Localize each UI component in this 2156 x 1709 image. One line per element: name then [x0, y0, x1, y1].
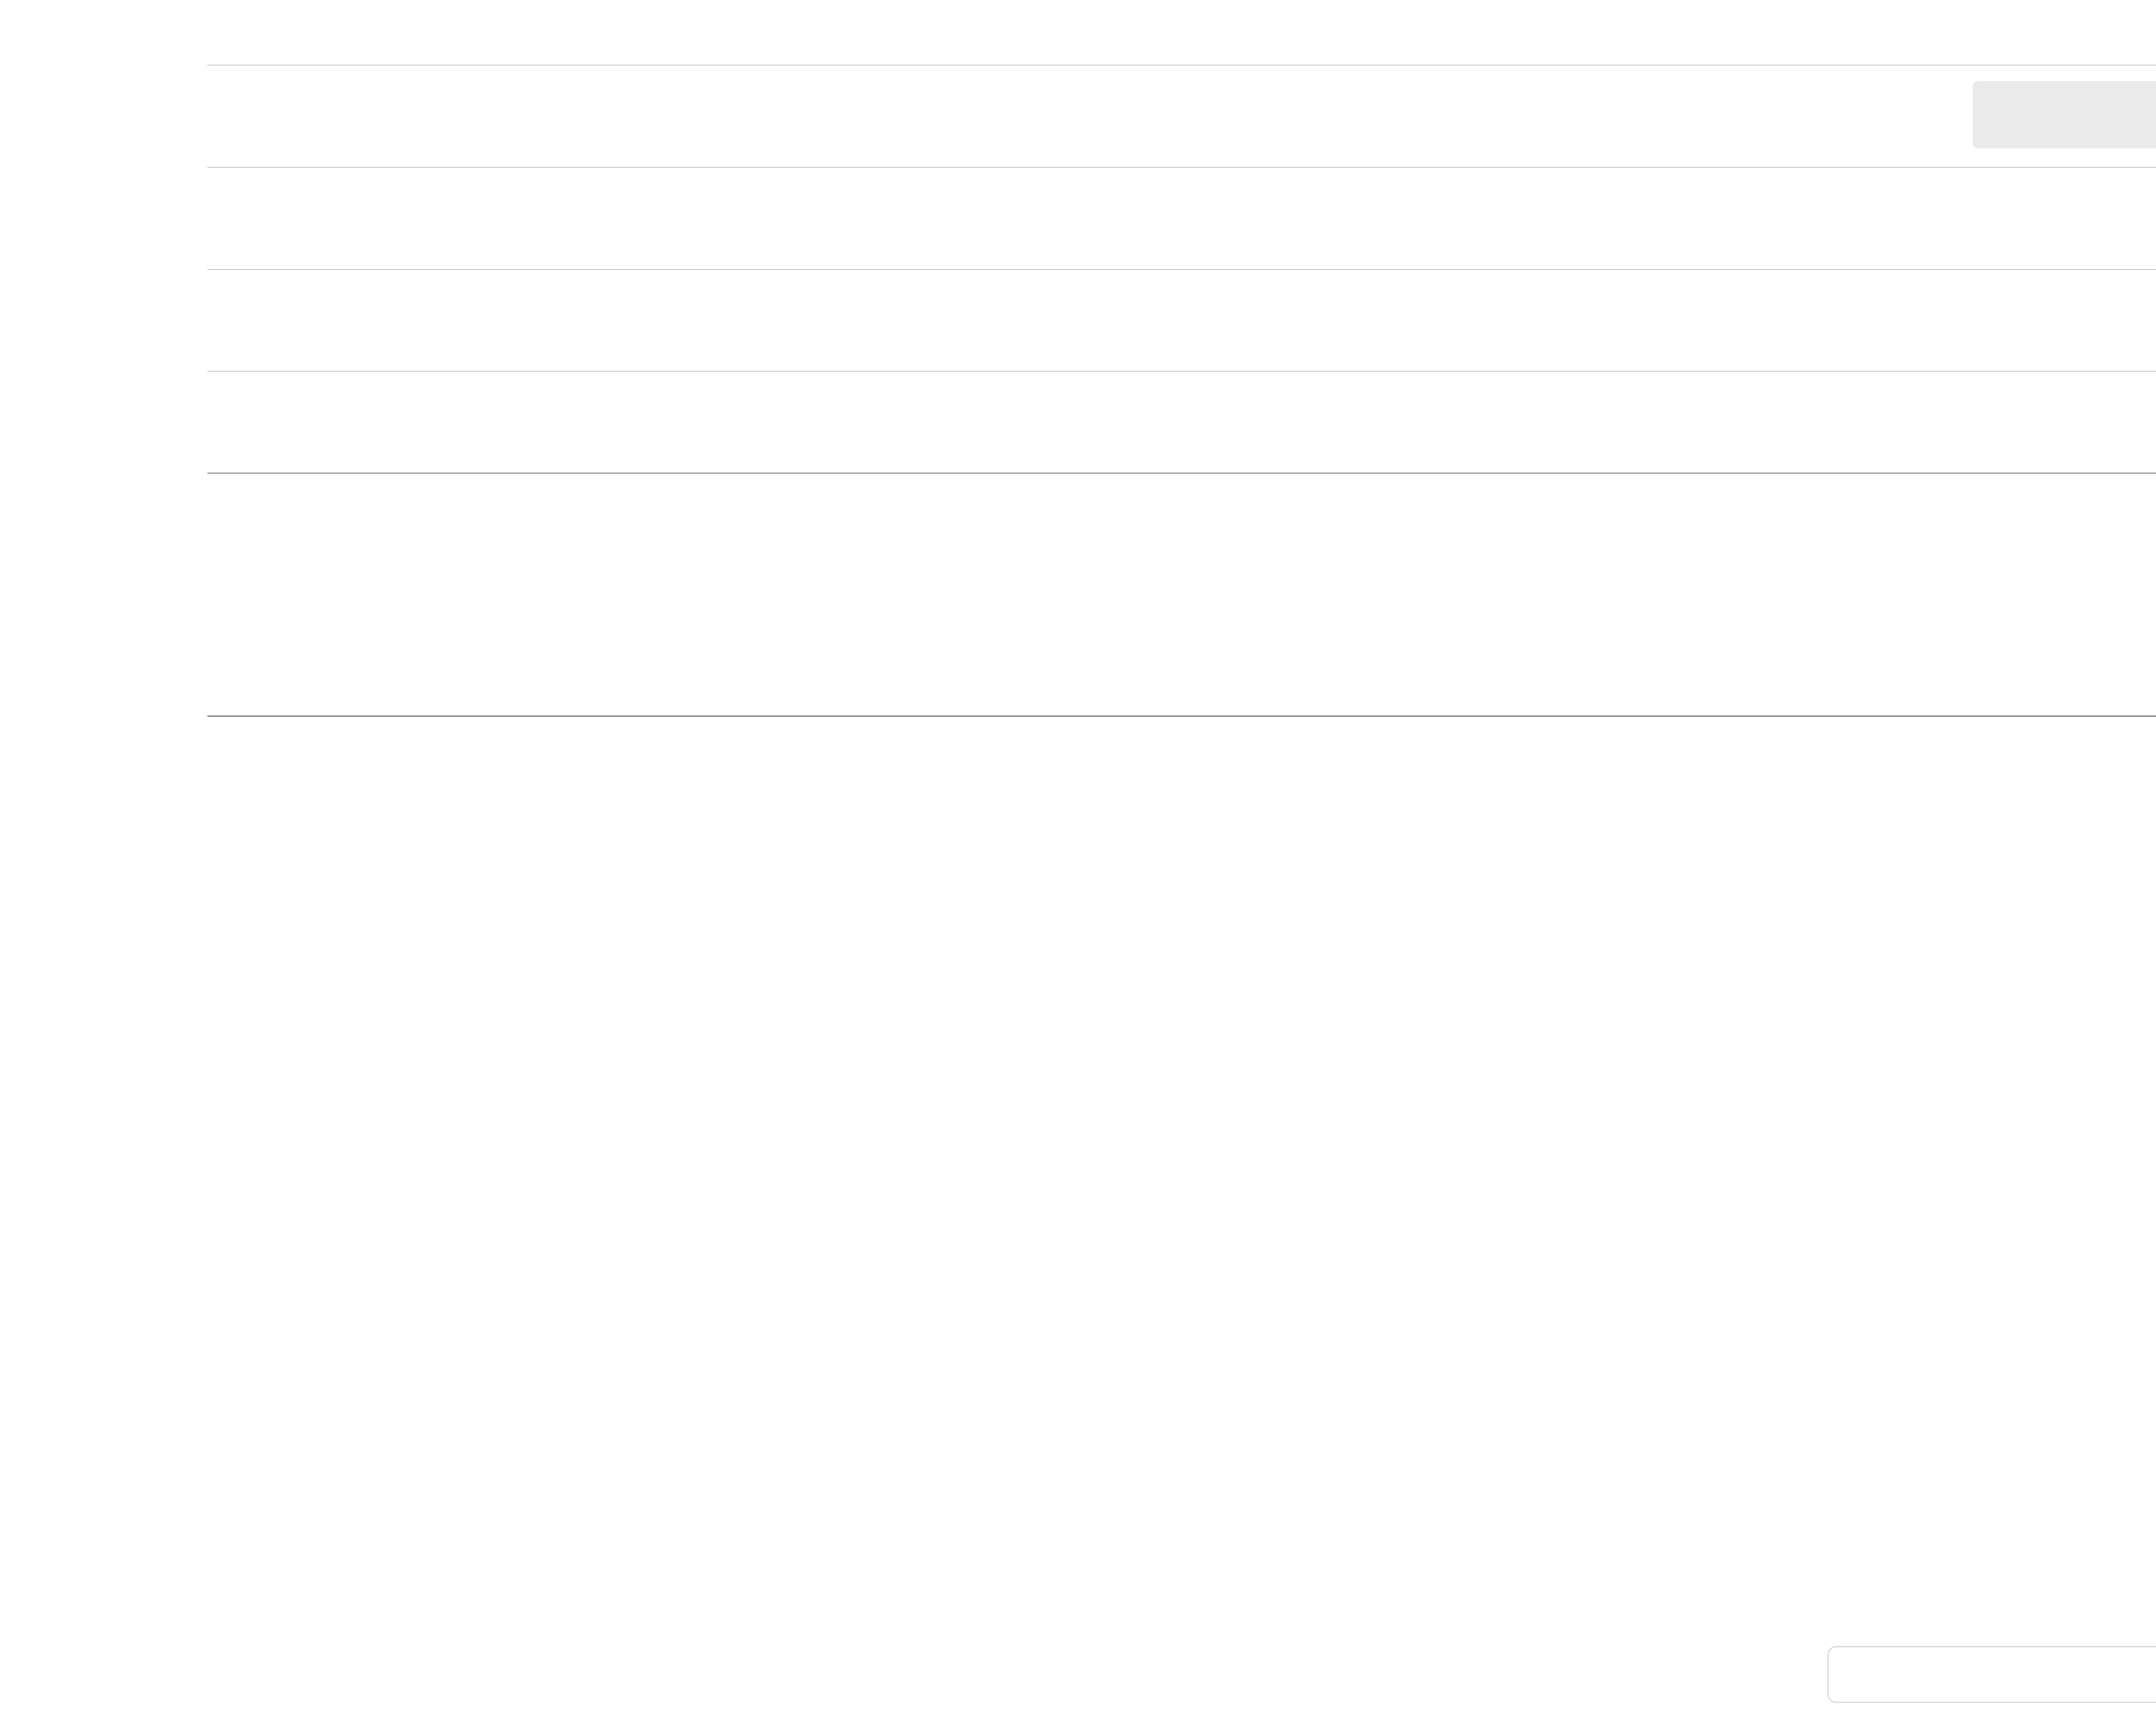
intergenic-swatch	[1986, 118, 2046, 136]
legend-item-intergenic-dot	[1912, 1662, 1953, 1687]
top-section-headers	[207, 3, 2156, 36]
bottom-section-headers	[207, 603, 2156, 635]
legend-item-genic	[1986, 91, 2156, 115]
size-legend-caption	[203, 1633, 543, 1660]
bottom-section-colorbars	[207, 643, 2156, 665]
genic-swatch	[1986, 94, 2046, 112]
genic-dot-icon	[1853, 1662, 1878, 1687]
legend-item-genic-dot	[1853, 1662, 1893, 1687]
fold-change-column-labels	[207, 680, 2156, 709]
top-legend	[1973, 81, 2156, 148]
top-section-colorbars	[207, 39, 2156, 61]
bubble-size-legend-ticks	[554, 1683, 1061, 1707]
cancer-type-row-labels	[0, 716, 199, 1524]
intergenic-dot-icon	[1912, 1662, 1937, 1687]
y-axis-ticks	[0, 65, 199, 473]
bar-plot	[207, 65, 2156, 473]
trinucleotide-axis-labels	[207, 475, 2156, 540]
bubble-size-legend	[554, 1631, 1061, 1681]
top-plot-area	[207, 65, 2156, 474]
legend-item-intergenic	[1986, 115, 2156, 139]
bubble-grid	[207, 716, 2156, 1525]
region-color-legend	[1827, 1646, 2156, 1703]
